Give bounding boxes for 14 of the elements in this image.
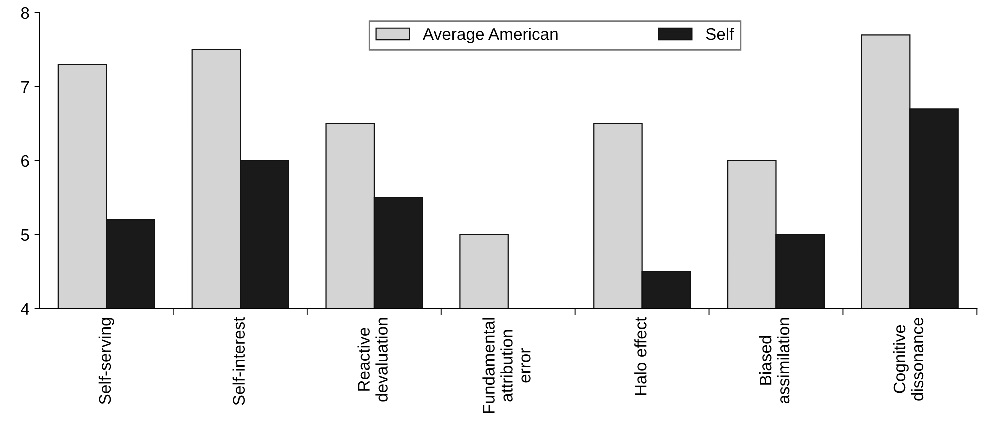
legend-label: Self (706, 28, 734, 40)
y-tick-label: 8 (21, 7, 30, 20)
x-tick-label: Halo effect (634, 317, 647, 396)
y-tick-label: 4 (21, 303, 30, 315)
x-tick-label: Fundamental attribution error (482, 318, 531, 414)
x-tick-label: Self-interest (232, 317, 246, 406)
x-tick-label: Cognitive dissonance (893, 318, 924, 401)
x-tick-label: Biased assimilation (759, 318, 790, 404)
x-tick-label: Self-serving (98, 318, 114, 404)
legend-label: Average American (423, 28, 558, 44)
x-tick-label: Reactive devaluation (358, 318, 388, 402)
y-tick-label: 6 (22, 155, 30, 168)
y-tick-label: 7 (22, 82, 30, 93)
y-tick-label: 5 (21, 229, 30, 242)
